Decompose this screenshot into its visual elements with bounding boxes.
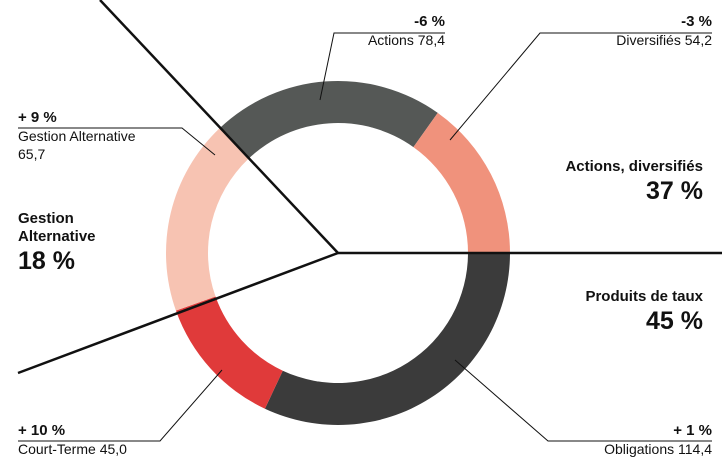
divider xyxy=(99,0,339,254)
leader xyxy=(18,127,216,156)
leader xyxy=(18,369,223,442)
donut-segment xyxy=(219,81,438,159)
donut-segment xyxy=(175,296,283,409)
segment-label: + 10 % Court-Terme 45,0 xyxy=(18,422,127,458)
group-value: 45 % xyxy=(646,307,703,335)
value: 65,7 xyxy=(18,146,46,162)
value: 114,4 xyxy=(678,441,712,457)
name: Actions xyxy=(367,32,414,48)
segment-label: -6 % Actions 78,4 xyxy=(368,13,445,49)
name: Gestion Alternative xyxy=(18,128,136,144)
group-value: 18 % xyxy=(18,247,75,275)
name: Court-Terme xyxy=(18,441,96,457)
donut xyxy=(166,81,510,425)
leaders xyxy=(18,32,712,442)
change: -3 % xyxy=(681,13,712,30)
change: + 9 % xyxy=(18,109,57,126)
donut-segment xyxy=(413,112,510,253)
donut-segment xyxy=(166,128,249,311)
group-name: Gestion Alternative xyxy=(18,210,96,245)
value: 54,2 xyxy=(684,32,712,48)
dividers xyxy=(17,0,722,375)
segment-label: + 9 % Gestion Alternative 65,7 xyxy=(18,109,143,163)
leader xyxy=(319,32,445,101)
group-label: Gestion Alternative 18 % xyxy=(18,210,118,276)
value: 78,4 xyxy=(417,32,445,48)
leader xyxy=(449,32,712,141)
group-label: Actions, diversifiés 37 % xyxy=(565,158,703,206)
group-name: Actions, diversifiés xyxy=(565,158,703,175)
change: -6 % xyxy=(414,13,445,30)
segment-label: + 1 % Obligations 114,4 xyxy=(604,422,712,458)
group-value: 37 % xyxy=(646,177,703,205)
segment-label: -3 % Diversifiés 54,2 xyxy=(616,13,712,49)
group-label: Produits de taux 45 % xyxy=(585,288,703,336)
leader xyxy=(454,359,712,442)
name: Obligations xyxy=(604,441,675,457)
donut-segment xyxy=(264,253,510,425)
name: Diversifiés xyxy=(616,32,681,48)
change: + 1 % xyxy=(673,422,712,439)
value: 45,0 xyxy=(99,441,127,457)
change: + 10 % xyxy=(18,422,66,439)
group-name: Produits de taux xyxy=(585,288,703,305)
divider xyxy=(17,251,339,375)
